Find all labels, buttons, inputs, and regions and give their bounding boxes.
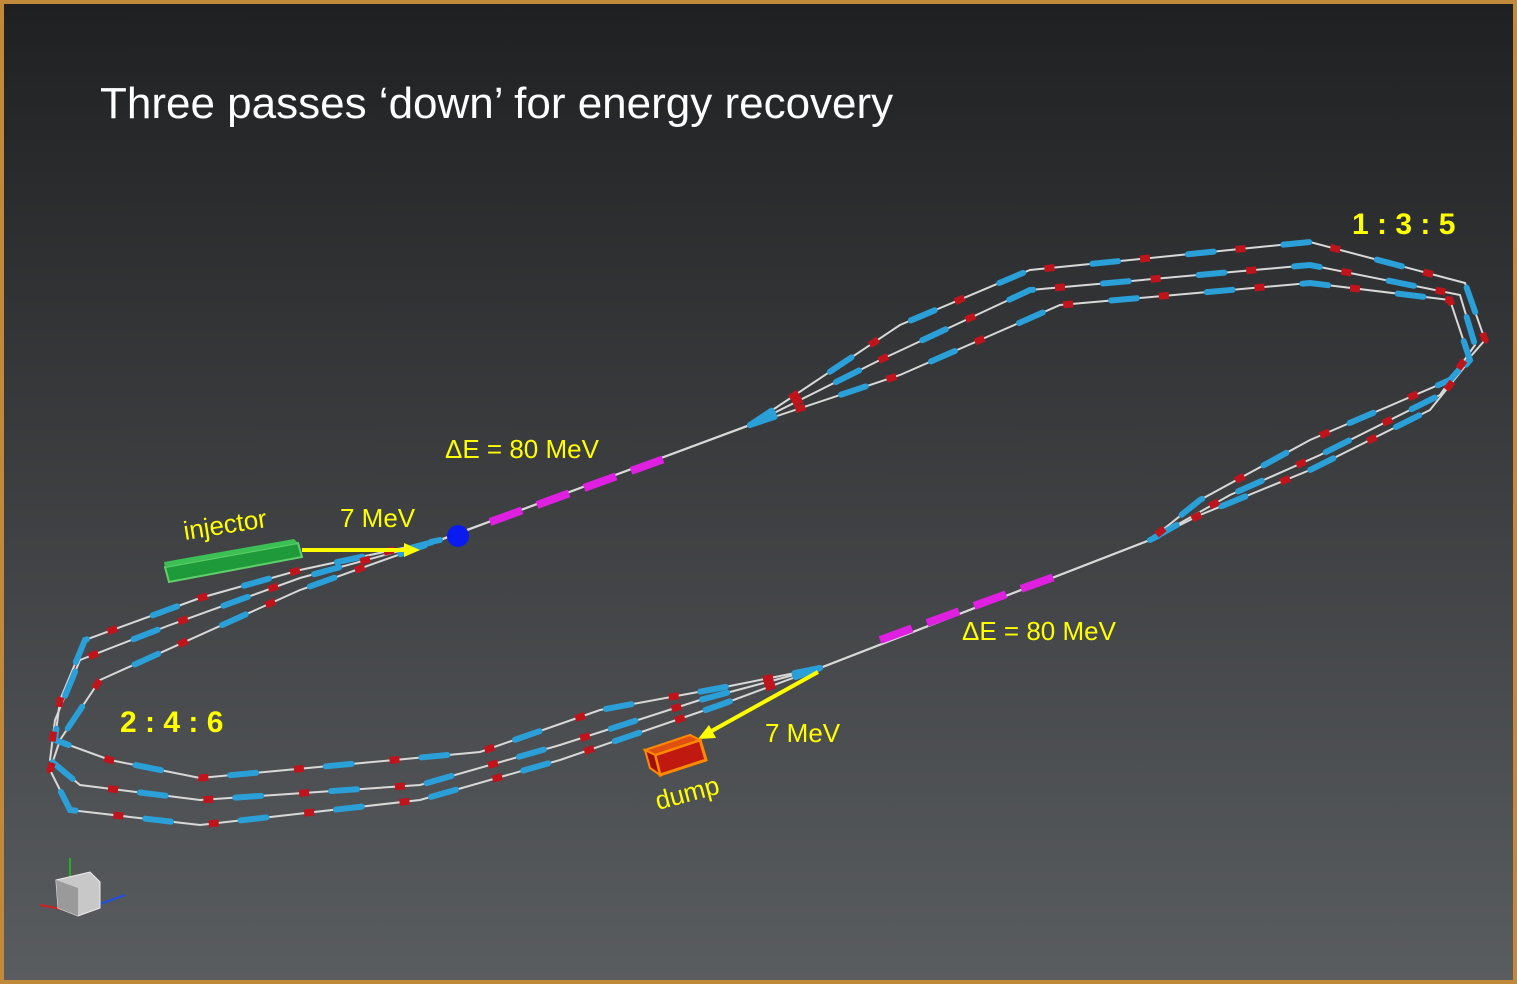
arrow-head	[698, 725, 716, 739]
arc-label: 2 : 4 : 6	[120, 706, 223, 739]
dump-arrow	[707, 670, 819, 735]
linac-cavities-top	[488, 451, 677, 526]
dipoles-b	[46, 261, 1479, 804]
linac-cavities-bottom	[878, 569, 1067, 644]
energy-label: 7 MeV	[765, 718, 841, 748]
arc-label: 1 : 3 : 5	[1352, 208, 1455, 241]
energy-label: 7 MeV	[340, 503, 416, 533]
merge-point	[447, 525, 469, 547]
arrow-head	[404, 543, 420, 557]
dipoles-c	[46, 279, 1474, 829]
quadrupoles-b	[46, 261, 1479, 804]
linac-label: ΔE = 80 MeV	[445, 434, 600, 464]
title: Three passes ‘down’ for energy recovery	[100, 79, 893, 128]
axis-gizmo	[39, 858, 126, 917]
dump	[642, 733, 708, 778]
quadrupoles-c	[46, 279, 1474, 829]
injector	[163, 539, 304, 584]
beamline	[46, 238, 1489, 829]
quadrupoles-a	[51, 238, 1489, 782]
linac-label: ΔE = 80 MeV	[962, 616, 1117, 646]
